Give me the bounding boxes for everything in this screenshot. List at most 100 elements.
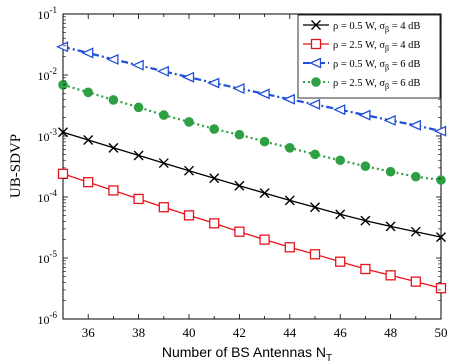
x-tick-label: 42 [233, 325, 246, 340]
data-point [83, 177, 94, 188]
legend: ρ = 0.5 W, σβ = 4 dB ρ = 2.5 W, σβ = 4 dB… [297, 14, 441, 99]
x-tick-label: 44 [283, 325, 297, 340]
data-point [108, 95, 119, 105]
data-point [335, 209, 346, 220]
series-line [62, 131, 442, 238]
legend-entry: ρ = 0.5 W, σβ = 4 dB [303, 20, 420, 34]
data-point [360, 215, 371, 226]
y-tick-label: 10-3 [38, 127, 58, 144]
legend-label: ρ = 2.5 W, σβ = 4 dB [333, 40, 420, 53]
legend-label: ρ = 0.5 W, σβ = 4 dB [333, 21, 420, 34]
legend-entry: ρ = 2.5 W, σβ = 6 dB [303, 77, 420, 91]
data-point [131, 59, 144, 71]
data-point [435, 283, 447, 294]
data-point [408, 119, 421, 131]
x-tick-label: 50 [435, 325, 448, 340]
series-2 [57, 168, 447, 294]
x-axis-label-main: Number of BS Antennas N [162, 344, 326, 360]
data-point [156, 65, 169, 77]
x-tick-label: 40 [183, 325, 196, 340]
y-tick-label: 10-2 [38, 66, 58, 83]
data-point [284, 195, 295, 206]
series-line [62, 173, 442, 289]
legend-box [297, 14, 441, 99]
data-point [133, 150, 144, 161]
data-point [309, 249, 321, 260]
data-point [259, 188, 270, 199]
data-point [360, 263, 371, 275]
legend-marker [310, 38, 322, 50]
data-point [83, 135, 94, 145]
data-point [209, 218, 220, 229]
x-tick-label: 38 [132, 325, 145, 340]
x-axis-label: Number of BS Antennas NT [162, 344, 332, 364]
legend-marker [311, 77, 321, 87]
series-1 [58, 127, 446, 243]
y-tick-label: 10-1 [38, 5, 58, 22]
data-point [184, 117, 194, 127]
legend-entry: ρ = 2.5 W, σβ = 4 dB [303, 38, 420, 53]
data-point [133, 193, 144, 205]
data-point [58, 127, 68, 138]
data-point [335, 155, 346, 166]
data-point [184, 165, 194, 176]
series-3 [55, 41, 447, 137]
data-point [411, 171, 421, 182]
data-point [284, 242, 295, 253]
y-tick-label: 10-6 [38, 310, 58, 327]
legend-marker [308, 57, 322, 69]
y-tick-label: 10-4 [38, 188, 58, 205]
ticks-layer: 36 38 40 42 44 46 48 50 10-6 10-5 10-4 10-3 10-2 10-1 [38, 5, 448, 340]
legend-label: ρ = 0.5 W, σβ = 6 dB [333, 59, 420, 72]
data-point [333, 104, 346, 116]
x-axis-label-sub: T [326, 353, 332, 364]
y-axis-label: UB-SDVP [8, 134, 24, 198]
data-point [108, 185, 119, 196]
data-point [81, 47, 94, 59]
data-point [209, 124, 219, 134]
data-point [385, 166, 396, 177]
series-4 [58, 80, 446, 185]
data-point [410, 276, 421, 287]
legend-label: ρ = 2.5 W, σβ = 6 dB [333, 78, 420, 91]
legend-entry: ρ = 0.5 W, σβ = 6 dB [303, 57, 420, 72]
data-point [383, 114, 396, 126]
data-point [234, 129, 245, 140]
data-point [282, 93, 295, 105]
data-point [133, 102, 144, 113]
data-point [335, 256, 346, 267]
data-point [358, 109, 371, 121]
data-point [259, 234, 270, 245]
data-point [58, 80, 68, 90]
data-point [158, 158, 169, 169]
series-line [62, 45, 442, 133]
data-point [285, 143, 295, 153]
data-point [433, 125, 447, 137]
data-point [436, 232, 446, 243]
data-point [385, 221, 396, 232]
x-tick-label: 36 [82, 325, 96, 340]
data-point [259, 136, 270, 147]
data-point [436, 175, 446, 185]
data-point [234, 226, 245, 237]
data-point [310, 202, 320, 213]
data-point [158, 202, 169, 213]
data-point [159, 110, 169, 120]
x-tick-label: 48 [384, 325, 397, 340]
data-point [385, 270, 396, 281]
x-tick-label: 46 [334, 325, 348, 340]
data-point [55, 41, 69, 53]
data-point [232, 83, 245, 95]
data-point [209, 173, 220, 184]
data-point [108, 142, 119, 153]
data-point [83, 87, 93, 98]
data-point [207, 77, 220, 89]
series-layer [55, 41, 447, 294]
data-point [360, 161, 371, 171]
data-point [181, 71, 195, 83]
y-tick-label: 10-5 [38, 249, 58, 266]
data-point [310, 149, 320, 160]
data-point [257, 88, 270, 100]
data-point [307, 98, 321, 110]
